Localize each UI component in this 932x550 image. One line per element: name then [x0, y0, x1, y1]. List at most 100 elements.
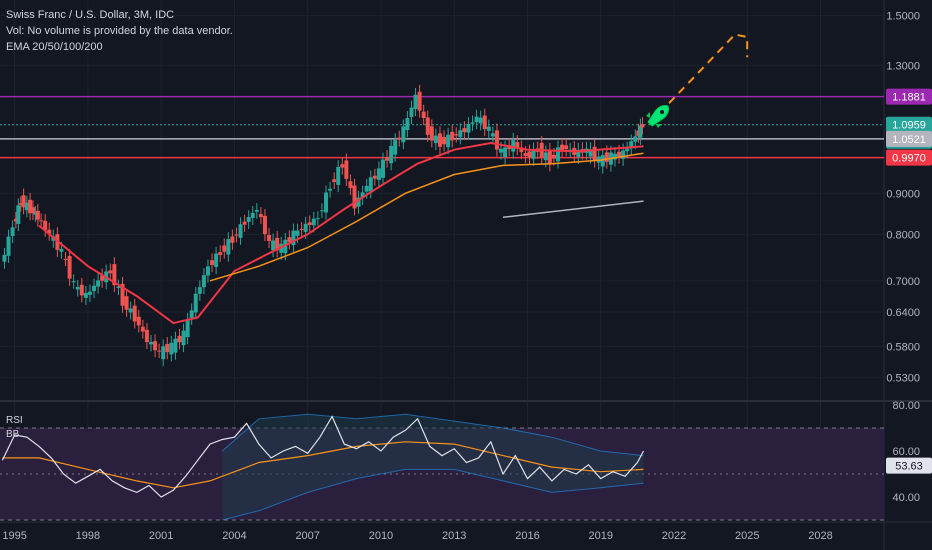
candle-body — [262, 215, 267, 235]
indicator-list[interactable]: EMA 20/50/100/200 — [6, 41, 103, 53]
candle-body — [486, 126, 491, 131]
x-tick-label: 2019 — [588, 530, 612, 542]
candle-body — [303, 223, 308, 232]
candle-body — [364, 185, 369, 192]
candle-body — [87, 291, 92, 295]
candle-body — [128, 308, 133, 313]
candle-body — [63, 258, 68, 260]
candle-body — [385, 156, 390, 161]
candle-body — [214, 253, 219, 267]
chart-legend: Swiss Franc / U.S. Dollar, 3M, IDC Vol: … — [6, 7, 233, 55]
candle-body — [551, 154, 556, 159]
candle-body — [413, 94, 418, 110]
candle-body — [523, 153, 528, 156]
price-axis: 1.5000 1.3000 0.9000 0.8000 0.7000 0.6400 0.58… — [886, 10, 932, 504]
candle-body — [401, 126, 406, 143]
candle-body — [640, 124, 645, 128]
candle-body — [13, 218, 18, 222]
candle-body — [185, 319, 190, 338]
rsi-legend: RSI BB — [6, 414, 23, 442]
candle-body — [43, 220, 48, 230]
candle-body — [568, 149, 573, 151]
candle-body — [6, 236, 11, 256]
candle-body — [177, 335, 182, 343]
candle-body — [132, 305, 137, 322]
candle-body — [405, 118, 410, 131]
candle-body — [380, 159, 385, 178]
x-tick-label: 2007 — [295, 530, 319, 542]
candle-body — [588, 149, 593, 157]
candle-body — [442, 137, 447, 145]
candle-body — [299, 229, 304, 231]
candle-body — [564, 145, 569, 150]
price-level-label: 1.1881 — [892, 92, 926, 104]
x-tick-label: 2010 — [369, 530, 393, 542]
candle-body — [271, 240, 276, 251]
candle-body — [478, 117, 483, 124]
candle-body — [470, 122, 475, 124]
candle-body — [315, 218, 320, 220]
candle-body — [283, 239, 288, 254]
candle-body — [144, 329, 149, 343]
candle-body — [466, 123, 471, 133]
candle-body — [116, 286, 121, 289]
bollinger-line — [222, 468, 644, 521]
ema-line — [502, 200, 644, 219]
candle-body — [360, 192, 365, 198]
candle-body — [376, 168, 381, 180]
candle-body — [234, 234, 239, 236]
bb-label[interactable]: BB — [6, 429, 20, 440]
candle-body — [454, 134, 459, 136]
x-tick-label: 2001 — [149, 530, 173, 542]
candle-body — [348, 181, 353, 189]
candle-body — [617, 151, 622, 157]
ema-line — [209, 152, 644, 282]
candle-body — [30, 207, 35, 213]
candle-body — [33, 212, 38, 215]
candle-body — [140, 326, 145, 332]
candle-body — [24, 202, 29, 211]
candle-body — [344, 160, 349, 179]
x-tick-label: 1995 — [2, 530, 26, 542]
candle-body — [336, 166, 341, 185]
candle-body — [169, 342, 174, 355]
candle-body — [458, 130, 463, 138]
candle-body — [437, 133, 442, 147]
candle-body — [218, 252, 223, 255]
candle-body — [429, 126, 434, 141]
candle-body — [226, 239, 231, 255]
x-tick-label: 2016 — [515, 530, 539, 542]
candle-body — [238, 224, 243, 238]
candle-body — [490, 133, 495, 137]
candle-body — [515, 142, 520, 148]
candle-body — [71, 281, 76, 283]
rsi-tick-label: 80.00 — [892, 400, 920, 412]
candle-body — [2, 254, 7, 262]
y-tick-label: 1.3000 — [886, 60, 920, 72]
price-level-label: 1.0521 — [892, 134, 926, 146]
candle-body — [547, 149, 552, 165]
candle-body — [165, 343, 170, 353]
x-tick-label: 2013 — [442, 530, 466, 542]
price-candles[interactable] — [2, 84, 645, 367]
candle-body — [161, 346, 166, 360]
symbol-title[interactable]: Swiss Franc / U.S. Dollar, 3M, IDC — [6, 9, 175, 21]
candle-body — [332, 179, 337, 183]
time-axis: 1995 1998 2001 2004 2007 2010 2013 2016 2019 2022… — [2, 530, 832, 542]
candle-body — [576, 149, 581, 157]
candle-body — [18, 203, 23, 205]
candle-body — [621, 150, 626, 159]
candle-body — [47, 229, 52, 234]
candle-body — [21, 195, 26, 208]
candle-body — [153, 341, 158, 351]
rsi-current-badge — [886, 457, 932, 474]
candle-body — [531, 149, 536, 159]
rsi-label[interactable]: RSI — [6, 415, 23, 426]
candle-body — [222, 245, 227, 252]
candle-body — [210, 260, 215, 266]
candle-body — [59, 248, 64, 252]
candle-body — [499, 148, 504, 153]
candle-body — [108, 270, 113, 274]
candle-body — [625, 148, 630, 152]
